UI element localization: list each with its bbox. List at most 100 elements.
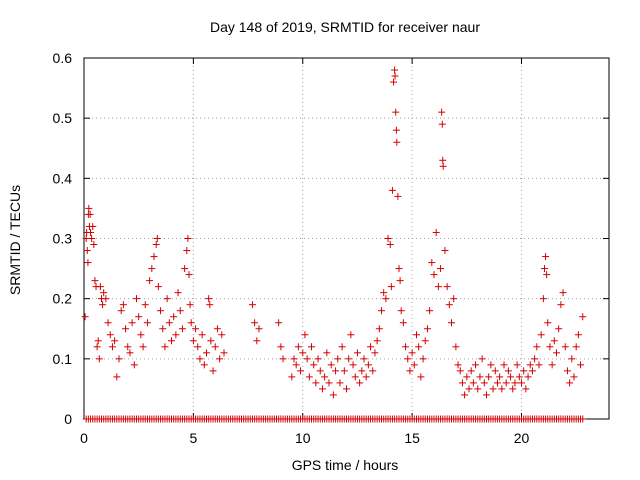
data-point (139, 343, 147, 351)
data-point (91, 277, 99, 285)
data-point (518, 379, 525, 387)
x-tick-label: 20 (514, 430, 530, 446)
x-tick-label: 10 (295, 430, 311, 446)
data-point (485, 373, 493, 381)
data-point (542, 253, 550, 261)
data-point (392, 126, 400, 134)
data-point (288, 373, 296, 381)
data-point (108, 343, 116, 351)
data-point (153, 235, 161, 242)
data-point (454, 361, 462, 369)
data-point (141, 301, 149, 309)
data-point (340, 367, 348, 375)
data-point (327, 361, 335, 369)
data-point (321, 373, 329, 381)
data-point (358, 367, 366, 375)
data-point (498, 385, 506, 393)
x-axis-label: GPS time / hours (292, 457, 399, 473)
data-point (502, 379, 510, 387)
y-tick-label: 0.1 (53, 351, 73, 367)
data-point (157, 307, 165, 315)
data-point (406, 367, 414, 375)
data-point (438, 108, 446, 116)
y-tick-label: 0.2 (53, 291, 73, 307)
data-point (439, 162, 447, 170)
data-point (290, 355, 298, 363)
data-point (528, 367, 536, 375)
data-point (178, 325, 186, 333)
data-point (220, 349, 228, 357)
data-point (316, 367, 324, 375)
data-point (544, 319, 552, 327)
data-point (393, 138, 401, 146)
data-point (184, 235, 192, 242)
data-point (86, 210, 94, 218)
data-point (402, 343, 410, 351)
data-point (165, 319, 173, 327)
data-point (476, 373, 484, 381)
data-point (152, 241, 160, 249)
data-point (493, 379, 501, 387)
data-point (463, 373, 471, 381)
data-point (382, 295, 390, 303)
x-tick-label: 0 (80, 430, 88, 446)
data-point (441, 247, 449, 255)
data-point (480, 379, 488, 387)
data-point (458, 379, 466, 387)
data-point (308, 343, 315, 351)
data-point (362, 373, 370, 381)
data-point (438, 120, 446, 128)
data-point (111, 337, 119, 345)
data-point (325, 379, 333, 387)
data-point (90, 241, 98, 249)
data-point (122, 325, 130, 333)
data-point (126, 349, 134, 357)
data-point (397, 307, 405, 315)
data-point (417, 373, 425, 381)
data-point (500, 361, 508, 369)
data-point (318, 385, 326, 393)
data-point (176, 307, 184, 315)
data-point (303, 355, 311, 363)
data-point (524, 373, 532, 381)
data-point (159, 325, 167, 333)
data-point (413, 331, 420, 339)
data-point (137, 331, 145, 339)
data-point (113, 373, 121, 381)
data-point (187, 319, 195, 327)
data-point (194, 343, 202, 351)
data-point (89, 222, 97, 230)
data-point (299, 349, 307, 357)
data-point (570, 373, 578, 381)
data-point (312, 379, 320, 387)
data-point (428, 259, 436, 267)
data-point (170, 313, 178, 321)
data-point (561, 343, 569, 351)
data-point (174, 289, 182, 297)
data-point (196, 355, 204, 363)
data-point (334, 355, 342, 363)
data-point (102, 295, 110, 303)
x-tick-label: 15 (404, 430, 420, 446)
data-point (168, 337, 175, 345)
data-point (192, 325, 200, 333)
data-point (535, 361, 543, 369)
data-point (135, 313, 143, 321)
data-point (509, 385, 517, 393)
data-point (83, 247, 91, 255)
data-point (206, 301, 214, 309)
data-point (305, 373, 313, 381)
data-point (96, 283, 104, 291)
data-point (507, 373, 515, 381)
data-point (369, 367, 377, 375)
data-point (117, 307, 125, 315)
data-point (437, 265, 445, 273)
data-point (434, 283, 442, 291)
data-point (124, 343, 132, 351)
x-tick-labels: 0 5 10 15 20 (80, 430, 529, 446)
data-point (301, 331, 309, 339)
data-point (375, 325, 383, 333)
data-point (148, 265, 156, 273)
data-point (465, 385, 473, 393)
